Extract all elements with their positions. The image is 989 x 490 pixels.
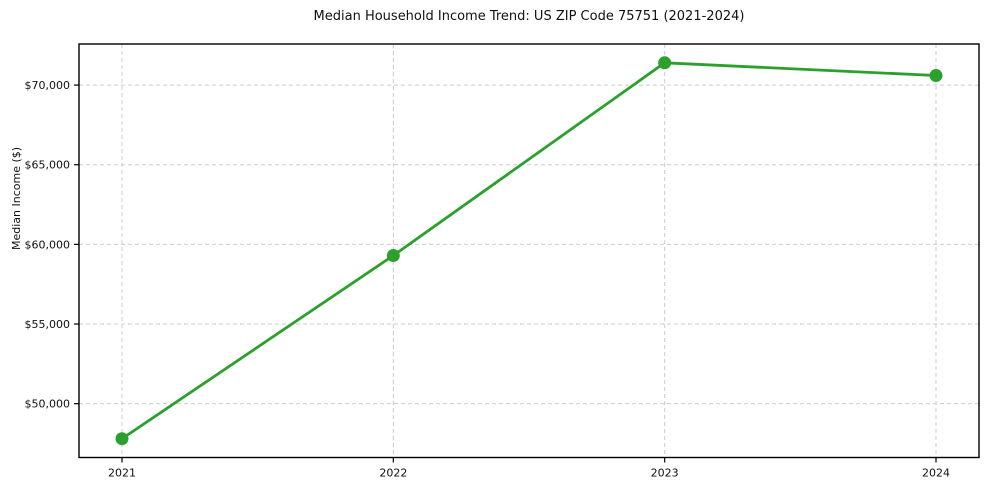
plot-border [78, 43, 980, 459]
data-point-2024 [929, 69, 943, 83]
y-tick-label: $50,000 [25, 398, 71, 411]
x-tick-label: 2024 [922, 467, 950, 480]
y-tick-label: $65,000 [25, 159, 71, 172]
data-point-2023 [658, 56, 672, 70]
data-point-2021 [115, 432, 129, 446]
data-point-2022 [386, 249, 400, 263]
y-tick-label: $55,000 [25, 318, 71, 331]
y-tick-label: $70,000 [25, 79, 71, 92]
x-tick-label: 2023 [651, 467, 679, 480]
x-tick-label: 2021 [108, 467, 136, 480]
trend-line [120, 61, 938, 441]
y-tick-label: $60,000 [25, 238, 71, 251]
x-tick-label: 2022 [379, 467, 407, 480]
chart-title: Median Household Income Trend: US ZIP Co… [313, 9, 745, 24]
